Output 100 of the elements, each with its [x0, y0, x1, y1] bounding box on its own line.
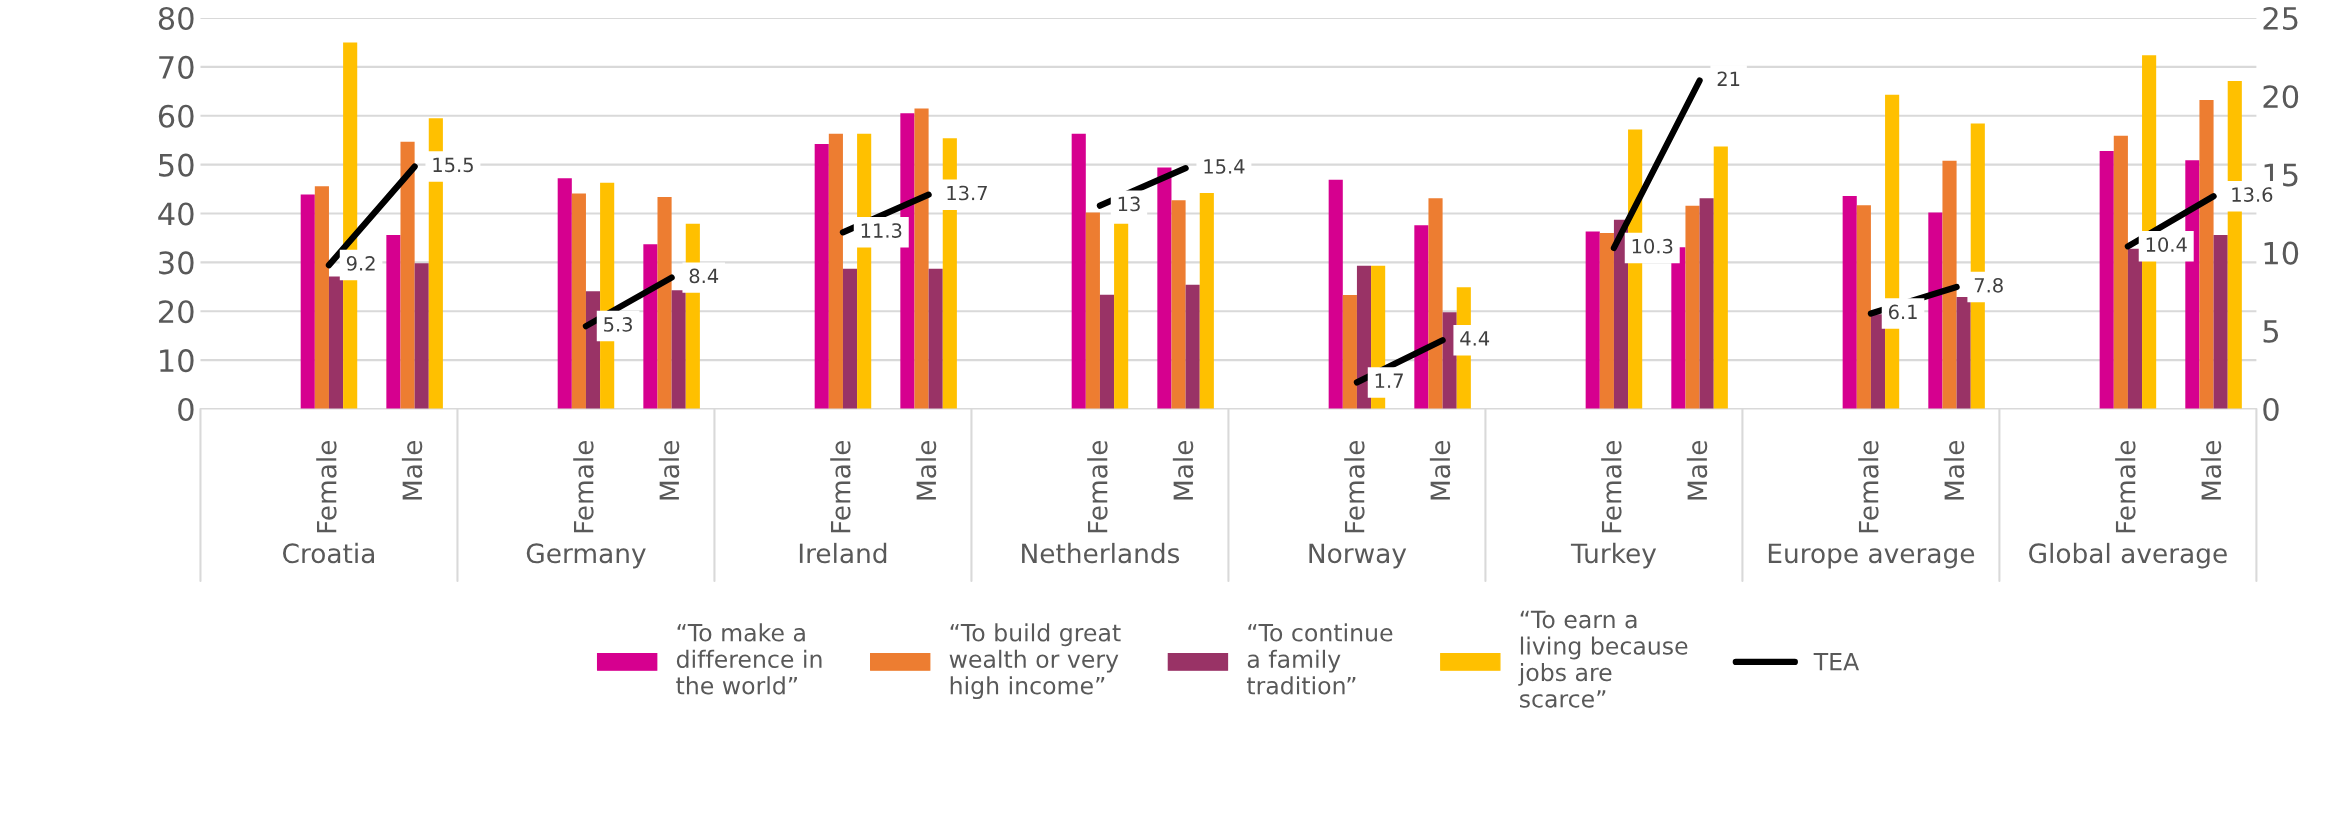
y2-tick-label: 25	[2263, 6, 2298, 31]
bar	[1085, 212, 1100, 409]
y-tick-label: 20	[158, 300, 194, 324]
bar	[1199, 192, 1214, 409]
data-label: 4.4	[1460, 331, 1490, 346]
text: Ireland	[799, 542, 887, 564]
bar	[1099, 294, 1115, 409]
bar	[1671, 247, 1686, 409]
bar	[1585, 231, 1600, 409]
y-tick-label: 80	[158, 6, 194, 31]
bar	[928, 268, 943, 409]
x-tick-label: Female	[830, 440, 851, 533]
bar	[414, 263, 429, 409]
x-tick-label: Male	[2200, 440, 2222, 500]
bar	[386, 235, 401, 409]
bar	[1870, 314, 1886, 409]
data-label: 5.3	[604, 317, 632, 332]
bar	[1114, 223, 1129, 409]
text: Norway	[1309, 543, 1407, 569]
bar	[842, 268, 858, 409]
bar	[1699, 198, 1714, 409]
bar	[1428, 198, 1443, 409]
bar	[1856, 205, 1871, 409]
x-tick-label: Female	[2115, 440, 2136, 533]
bar	[2213, 235, 2228, 409]
legend-label: “To continue a family tradition”	[1246, 623, 1393, 695]
bar	[900, 113, 915, 409]
legend-label: “To earn a living because jobs are scarce”	[1518, 610, 1688, 708]
x-tick-label: Female	[1858, 440, 1879, 533]
bar	[671, 290, 686, 409]
x-tick-label: Male	[915, 440, 937, 500]
bar	[1842, 195, 1857, 409]
x-tick-label: Male	[401, 440, 423, 500]
bar	[2199, 100, 2214, 409]
y-tick-label: 50	[159, 153, 194, 177]
x-tick-label: Male	[1429, 440, 1451, 500]
bar	[643, 244, 658, 409]
data-label: 15.4	[1204, 159, 1245, 174]
bar	[1685, 205, 1700, 409]
bar	[400, 141, 415, 409]
bar	[1599, 233, 1614, 409]
bar	[2113, 135, 2128, 409]
y-tick-label: 70	[159, 55, 194, 79]
y-tick-label: 30	[159, 251, 194, 275]
bar	[557, 178, 572, 409]
x-tick-label: Male	[658, 440, 680, 500]
x-tick-label: Male	[1172, 440, 1194, 500]
bar	[914, 108, 929, 409]
bar	[2099, 150, 2114, 409]
data-label: 13	[1118, 196, 1140, 212]
bar	[1713, 146, 1728, 409]
x-tick-label: Female	[1344, 440, 1365, 533]
bar	[657, 196, 672, 409]
text: Netherlands	[1022, 542, 1180, 564]
bar	[2127, 248, 2143, 409]
y2-tick-label: 20	[2263, 85, 2299, 109]
x-tick-label: Female	[573, 440, 594, 533]
data-label: 9.2	[346, 256, 375, 271]
legend-label: “To make a difference in the world”	[676, 623, 822, 695]
y2-tick-label: 5	[2263, 320, 2279, 343]
x-tick-label: Female	[316, 440, 337, 533]
bar	[328, 276, 344, 409]
bar	[314, 186, 329, 409]
text: Global average	[2029, 542, 2227, 569]
bar	[1328, 179, 1343, 409]
bar	[1942, 160, 1957, 409]
y-tick-label: 60	[158, 104, 194, 128]
bar	[1956, 297, 1971, 409]
data-label: 6.1	[1888, 304, 1917, 320]
bar	[571, 193, 586, 409]
data-label: 10.4	[2146, 237, 2187, 252]
text: Europe average	[1768, 543, 1975, 569]
data-label: 10.3	[1632, 238, 1673, 254]
bar	[1356, 265, 1372, 409]
y-tick-label: 10	[160, 349, 194, 373]
bar	[300, 194, 315, 409]
bar	[1071, 133, 1086, 409]
data-label: 11.3	[861, 223, 902, 238]
bar	[1342, 295, 1357, 409]
y-tick-label: 40	[158, 202, 194, 226]
bar	[1185, 284, 1200, 409]
data-label: 13.7	[947, 185, 987, 201]
data-label: 13.6	[2232, 187, 2273, 202]
data-label: 8.4	[689, 268, 719, 284]
text: Germany	[526, 543, 646, 569]
bar	[1414, 225, 1429, 409]
bar	[814, 144, 829, 409]
text: Turkey	[1570, 542, 1657, 569]
y2-tick-label: 0	[2263, 397, 2279, 422]
x-tick-label: Female	[1087, 440, 1108, 533]
x-tick-label: Female	[1601, 440, 1622, 533]
bar	[1928, 212, 1943, 409]
y-tick-label: 0	[178, 397, 194, 422]
text: Croatia	[283, 542, 374, 564]
x-tick-label: Male	[1686, 440, 1708, 500]
data-label: 15.5	[433, 157, 473, 173]
bar	[828, 133, 843, 409]
data-label: 7.8	[1974, 277, 2003, 293]
legend-label: “To build great wealth or very high income”	[949, 623, 1121, 700]
y2-tick-label: 10	[2264, 241, 2299, 265]
